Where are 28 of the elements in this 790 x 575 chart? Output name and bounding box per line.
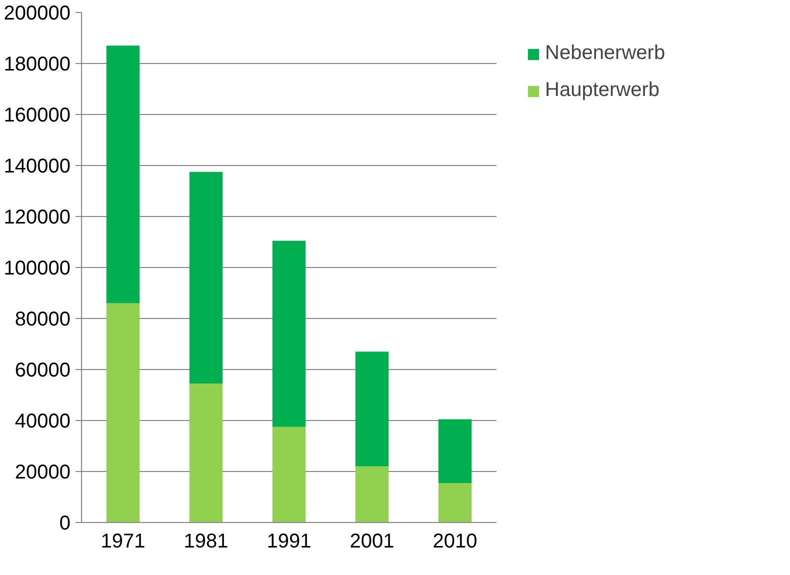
- bar: [272, 426, 306, 522]
- x-tick-label: 1991: [266, 530, 312, 552]
- bar: [438, 419, 472, 483]
- x-tick-label: 2010: [432, 530, 478, 552]
- legend-label: Nebenerwerb: [545, 42, 666, 65]
- y-tick-label: 60000: [14, 360, 71, 382]
- bar: [438, 482, 472, 522]
- bar: [106, 46, 140, 304]
- x-tick-label: 1971: [100, 530, 146, 552]
- y-tick-label: 40000: [14, 410, 71, 432]
- y-tick-label: 20000: [14, 462, 71, 484]
- y-tick-label: 0: [59, 512, 70, 534]
- x-tick-label: 2001: [350, 530, 394, 552]
- x-tick-label: 1981: [184, 530, 228, 552]
- bar: [272, 240, 306, 427]
- bar: [106, 303, 140, 522]
- bar: [189, 384, 223, 522]
- y-tick-label: 180000: [4, 54, 71, 76]
- bar: [189, 172, 223, 384]
- y-tick-label: 200000: [4, 2, 71, 24]
- y-tick-label: 160000: [4, 104, 71, 126]
- y-tick-label: 80000: [14, 308, 71, 330]
- y-tick-label: 140000: [4, 156, 71, 178]
- bar: [355, 466, 389, 522]
- legend-label: Haupterwerb: [545, 79, 660, 102]
- y-tick-label: 100000: [4, 258, 71, 280]
- bar: [355, 352, 389, 466]
- y-tick-label: 120000: [4, 206, 71, 228]
